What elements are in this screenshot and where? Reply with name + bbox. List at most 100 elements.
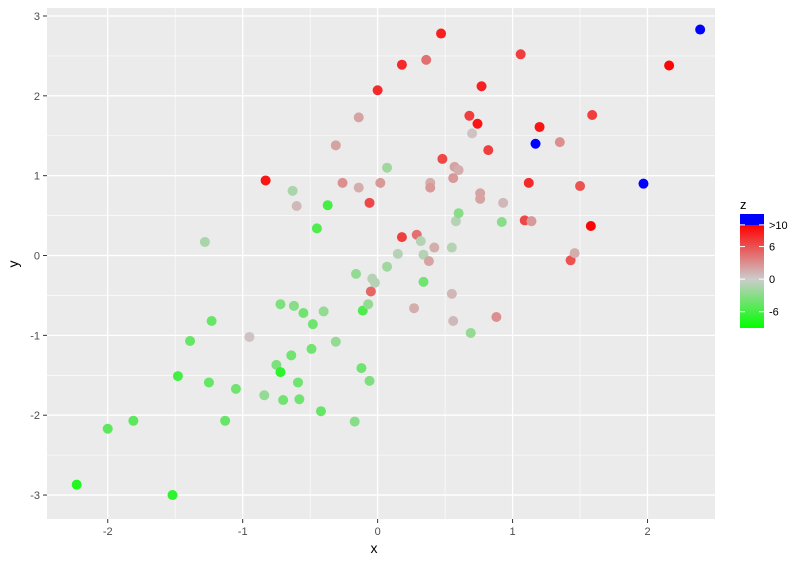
data-point (315, 406, 326, 417)
data-point (298, 308, 309, 319)
data-point (476, 81, 487, 92)
data-point (418, 276, 429, 287)
data-point (638, 178, 649, 189)
data-point (259, 390, 270, 401)
data-point (534, 121, 545, 132)
data-point (278, 395, 289, 406)
data-point (349, 416, 360, 427)
data-point (585, 220, 596, 231)
data-point (351, 268, 362, 279)
data-point (425, 182, 436, 193)
data-point (291, 201, 302, 212)
data-point (587, 109, 598, 120)
data-point (695, 24, 706, 35)
data-point (423, 256, 434, 267)
data-point (554, 137, 565, 148)
data-point (260, 175, 271, 186)
data-point (483, 145, 494, 156)
y-tick-label: -1 (30, 330, 40, 342)
data-point (294, 394, 305, 405)
x-tick-label: 2 (644, 526, 650, 538)
data-point (396, 59, 407, 70)
data-point (448, 173, 459, 184)
data-point (275, 367, 286, 378)
legend-label: >10 (769, 220, 788, 232)
data-point (467, 128, 478, 139)
data-point (128, 415, 139, 426)
data-point (353, 112, 364, 123)
panel-background (47, 8, 715, 519)
data-point (364, 197, 375, 208)
data-point (496, 216, 507, 227)
data-point (382, 162, 393, 173)
y-tick-label: 2 (34, 91, 40, 103)
y-tick-label: 3 (34, 11, 40, 23)
grid-lines (47, 8, 715, 519)
data-point (203, 377, 214, 388)
data-point (664, 60, 675, 71)
x-axis-label: x (371, 540, 378, 556)
color-legend: z >10 6 0 -6 (740, 197, 788, 328)
data-point (429, 242, 440, 253)
data-point (450, 216, 461, 227)
data-point (230, 383, 241, 394)
legend-colorbar (740, 214, 764, 328)
data-point (421, 54, 432, 65)
data-point (530, 138, 541, 149)
data-point (515, 49, 526, 60)
data-point (244, 331, 255, 342)
y-tick-label: -2 (30, 410, 40, 422)
data-point (369, 277, 380, 288)
data-point (337, 177, 348, 188)
y-tick-label: 1 (34, 171, 40, 183)
data-point (472, 118, 483, 129)
data-point (288, 300, 299, 311)
x-axis: -2 -1 0 1 2 (103, 519, 651, 538)
legend-label: 6 (769, 242, 775, 254)
data-point (206, 315, 217, 326)
data-point (71, 479, 82, 490)
data-point (322, 200, 333, 211)
data-point (364, 375, 375, 386)
x-tick-label: -1 (238, 526, 248, 538)
y-axis-label: y (5, 261, 21, 268)
data-point (465, 327, 476, 338)
data-point (392, 248, 403, 259)
data-point (569, 248, 580, 259)
data-point (365, 286, 376, 297)
data-point (448, 315, 459, 326)
data-point (307, 319, 318, 330)
y-tick-label: -3 (30, 490, 40, 502)
data-point (475, 193, 486, 204)
data-point (523, 177, 534, 188)
data-point (396, 232, 407, 243)
data-point (382, 261, 393, 272)
legend-label: 0 (769, 274, 775, 286)
data-point (575, 181, 586, 192)
legend-title: z (740, 197, 747, 212)
data-point (464, 110, 475, 121)
data-point (102, 423, 113, 434)
data-point (372, 85, 383, 96)
data-point (453, 165, 464, 176)
data-point (375, 177, 386, 188)
data-point (167, 490, 178, 501)
data-point (275, 299, 286, 310)
data-point (437, 153, 448, 164)
data-point (185, 335, 196, 346)
data-point (491, 311, 502, 322)
data-point (526, 216, 537, 227)
data-point (409, 303, 420, 314)
y-axis: -3 -2 -1 0 1 2 3 (30, 11, 47, 502)
data-point (220, 415, 231, 426)
plot-panel (47, 8, 715, 519)
data-point (453, 208, 464, 219)
data-points (71, 24, 706, 501)
data-point (353, 182, 364, 193)
x-tick-label: 1 (510, 526, 516, 538)
data-point (330, 140, 341, 151)
data-point (436, 28, 447, 39)
x-tick-label: 0 (375, 526, 381, 538)
data-point (498, 197, 509, 208)
